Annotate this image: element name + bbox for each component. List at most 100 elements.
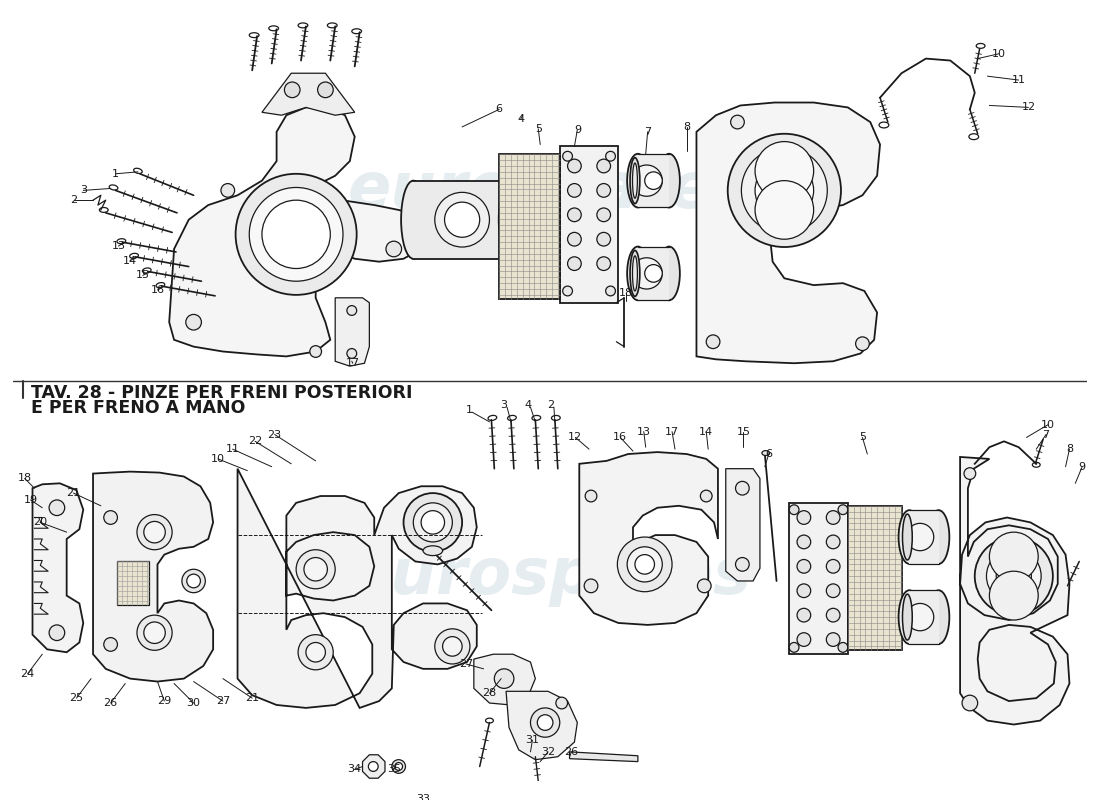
Ellipse shape <box>526 192 536 247</box>
Text: 26: 26 <box>564 747 579 757</box>
Circle shape <box>568 232 581 246</box>
Circle shape <box>964 468 976 479</box>
Text: 17: 17 <box>345 358 360 368</box>
Text: 5: 5 <box>535 124 542 134</box>
Text: 27: 27 <box>216 696 230 706</box>
Circle shape <box>597 257 611 270</box>
Text: 3: 3 <box>80 186 87 195</box>
Text: 24: 24 <box>21 669 35 678</box>
Circle shape <box>310 346 321 358</box>
Text: 10: 10 <box>1041 420 1055 430</box>
Circle shape <box>306 642 326 662</box>
Circle shape <box>563 151 572 161</box>
Circle shape <box>789 642 799 652</box>
Polygon shape <box>848 506 902 650</box>
Circle shape <box>318 82 333 98</box>
Circle shape <box>434 192 490 247</box>
Circle shape <box>262 200 330 269</box>
Circle shape <box>138 615 172 650</box>
Circle shape <box>798 535 811 549</box>
Circle shape <box>975 537 1053 615</box>
Circle shape <box>414 503 452 542</box>
Circle shape <box>798 510 811 524</box>
Text: 2: 2 <box>548 400 554 410</box>
Circle shape <box>584 579 597 593</box>
Circle shape <box>530 708 560 738</box>
Bar <box>638 154 669 207</box>
Circle shape <box>296 550 336 589</box>
Circle shape <box>989 532 1038 581</box>
Circle shape <box>826 535 840 549</box>
Text: 1: 1 <box>465 405 473 415</box>
Ellipse shape <box>498 181 524 258</box>
Circle shape <box>838 642 848 652</box>
Circle shape <box>741 147 827 234</box>
Polygon shape <box>506 691 578 760</box>
Circle shape <box>537 714 553 730</box>
Circle shape <box>186 314 201 330</box>
Circle shape <box>798 559 811 573</box>
Circle shape <box>997 558 1032 594</box>
Bar <box>910 590 938 644</box>
Circle shape <box>597 159 611 173</box>
Circle shape <box>597 208 611 222</box>
Circle shape <box>221 183 234 198</box>
Circle shape <box>404 493 462 552</box>
Ellipse shape <box>659 246 680 300</box>
Circle shape <box>50 625 65 641</box>
Circle shape <box>826 584 840 598</box>
Circle shape <box>346 349 356 358</box>
Text: 12: 12 <box>1022 102 1035 113</box>
Circle shape <box>755 161 814 220</box>
Circle shape <box>182 570 206 593</box>
Text: 9: 9 <box>574 125 581 135</box>
Text: 8: 8 <box>683 122 691 132</box>
Polygon shape <box>696 102 880 363</box>
Circle shape <box>635 554 654 574</box>
Circle shape <box>755 181 814 239</box>
Circle shape <box>631 258 662 289</box>
Circle shape <box>906 523 934 550</box>
Circle shape <box>606 286 615 296</box>
Text: 6: 6 <box>496 104 503 114</box>
Polygon shape <box>580 452 718 625</box>
Circle shape <box>494 669 514 688</box>
Circle shape <box>235 174 356 295</box>
Text: 31: 31 <box>526 735 539 745</box>
Text: 15: 15 <box>135 270 150 280</box>
Circle shape <box>962 695 978 711</box>
Text: 10: 10 <box>211 454 226 464</box>
Text: 32: 32 <box>541 747 556 757</box>
Circle shape <box>103 638 118 651</box>
Text: 3: 3 <box>500 400 507 410</box>
Text: 8: 8 <box>1066 444 1072 454</box>
Polygon shape <box>726 469 760 581</box>
Circle shape <box>736 558 749 571</box>
Text: eurospares: eurospares <box>348 545 752 607</box>
Text: 20: 20 <box>33 518 47 527</box>
Ellipse shape <box>424 546 442 555</box>
Text: 30: 30 <box>187 698 200 708</box>
Circle shape <box>442 637 462 656</box>
Circle shape <box>138 514 172 550</box>
Polygon shape <box>336 298 370 366</box>
Text: 21: 21 <box>245 693 260 703</box>
Text: 5: 5 <box>859 433 866 442</box>
Circle shape <box>187 574 200 588</box>
Circle shape <box>701 490 712 502</box>
Circle shape <box>250 187 343 282</box>
Circle shape <box>144 522 165 543</box>
Circle shape <box>585 490 597 502</box>
Circle shape <box>989 571 1038 620</box>
Circle shape <box>706 335 719 349</box>
Text: 1: 1 <box>112 169 119 179</box>
Text: 7: 7 <box>645 127 651 137</box>
Text: 18: 18 <box>18 474 32 483</box>
Text: 17: 17 <box>666 426 679 437</box>
Circle shape <box>826 510 840 524</box>
Text: 22: 22 <box>248 436 262 446</box>
Circle shape <box>395 762 403 770</box>
Circle shape <box>906 603 934 630</box>
Polygon shape <box>570 752 638 762</box>
Circle shape <box>627 546 662 582</box>
